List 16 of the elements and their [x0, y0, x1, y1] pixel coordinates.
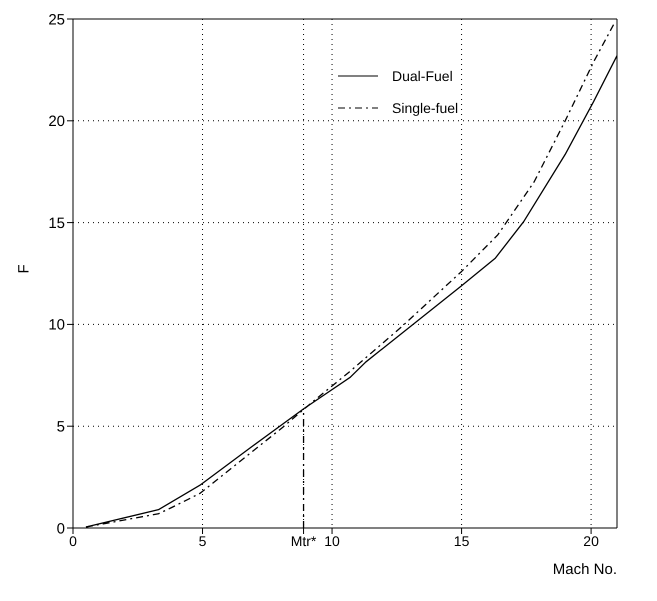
y-axis-title: F	[15, 264, 32, 274]
y-tick-label: 5	[56, 418, 65, 436]
x-tick-label: 0	[69, 532, 78, 549]
legend-label: Dual-Fuel	[392, 68, 453, 84]
x-axis-title: Mach No.	[552, 561, 617, 578]
y-tick-label: 15	[48, 214, 65, 232]
x-tick-label: Mtr*	[290, 532, 317, 549]
y-tick-label: 20	[48, 113, 65, 130]
x-tick-label: 15	[454, 532, 470, 549]
legend-label: Single-fuel	[392, 100, 458, 116]
x-tick-label: 5	[198, 532, 207, 549]
y-tick-label: 25	[48, 11, 65, 28]
y-tick-label: 10	[48, 316, 65, 334]
x-tick-label: 10	[324, 532, 340, 549]
y-tick-label: 0	[56, 520, 65, 538]
x-tick-label: 20	[583, 532, 600, 549]
